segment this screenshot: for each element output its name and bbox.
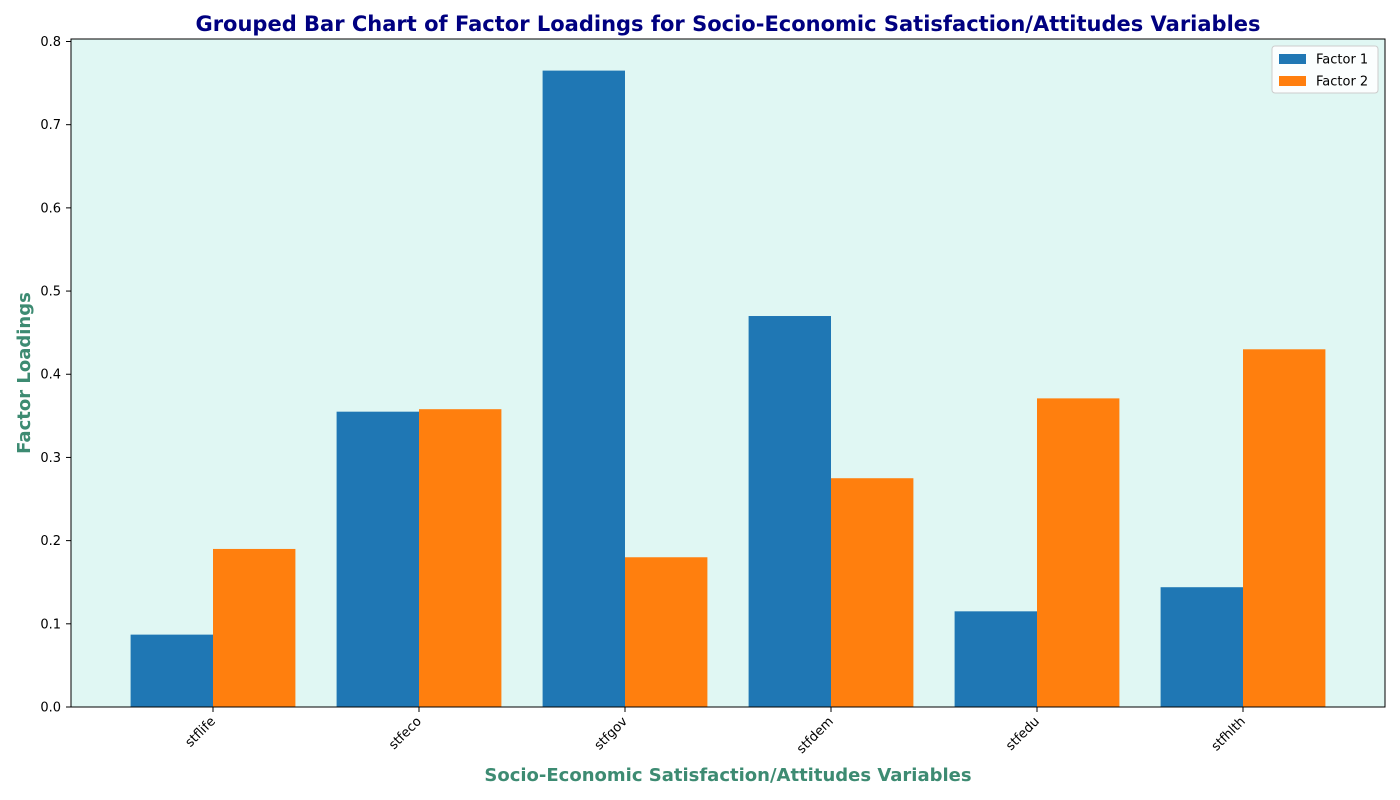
x-axis-label: Socio-Economic Satisfaction/Attitudes Va…: [484, 765, 971, 786]
bar-stfhlth-factor-2: [1243, 349, 1326, 707]
bar-stfeco-factor-1: [336, 411, 419, 707]
bar-stflife-factor-1: [130, 634, 213, 707]
legend-swatch-factor-1: [1279, 54, 1306, 64]
bar-stfhlth-factor-1: [1160, 587, 1243, 707]
bar-stfgov-factor-2: [625, 557, 708, 707]
x-tick-label-stfgov: stfgov: [592, 714, 631, 753]
chart-title: Grouped Bar Chart of Factor Loadings for…: [195, 12, 1260, 36]
bar-stfgov-factor-1: [542, 70, 625, 708]
bar-stflife-factor-2: [213, 548, 296, 707]
y-tick-label: 0.2: [40, 534, 61, 549]
bar-stfdem-factor-1: [748, 316, 831, 707]
x-tick-label-stflife: stflife: [183, 714, 219, 750]
bars-group: [130, 70, 1326, 708]
bar-stfeco-factor-2: [419, 409, 502, 707]
y-tick-label: 0.5: [40, 285, 61, 300]
y-tick-label: 0.3: [40, 451, 61, 466]
y-tick-label: 0.7: [40, 118, 61, 133]
bar-stfdem-factor-2: [831, 478, 914, 707]
y-tick-label: 0.0: [40, 701, 61, 716]
legend: Factor 1 Factor 2: [1271, 45, 1379, 94]
y-tick-label: 0.6: [40, 201, 61, 216]
y-axis-label: Factor Loadings: [14, 292, 35, 454]
x-axis: stflife stfeco stfgov stfdem stfedu stfhlth: [183, 707, 1249, 757]
bar-stfedu-factor-1: [954, 611, 1037, 707]
plot-frame: [70, 38, 1386, 708]
x-tick-label-stfeco: stfeco: [386, 714, 425, 753]
bar-stfedu-factor-2: [1037, 398, 1120, 707]
legend-label-factor-2: Factor 2: [1316, 75, 1368, 90]
legend-label-factor-1: Factor 1: [1316, 53, 1368, 68]
x-tick-label-stfdem: stfdem: [794, 714, 837, 757]
y-axis: 0.0 0.1 0.2 0.3 0.4 0.5 0.6 0.7 0.8: [40, 35, 71, 716]
y-tick-label: 0.8: [40, 35, 61, 50]
y-tick-label: 0.4: [40, 368, 61, 383]
x-tick-label-stfedu: stfedu: [1003, 714, 1043, 754]
legend-swatch-factor-2: [1279, 76, 1306, 86]
x-tick-label-stfhlth: stfhlth: [1209, 714, 1249, 754]
y-tick-label: 0.1: [40, 617, 61, 632]
